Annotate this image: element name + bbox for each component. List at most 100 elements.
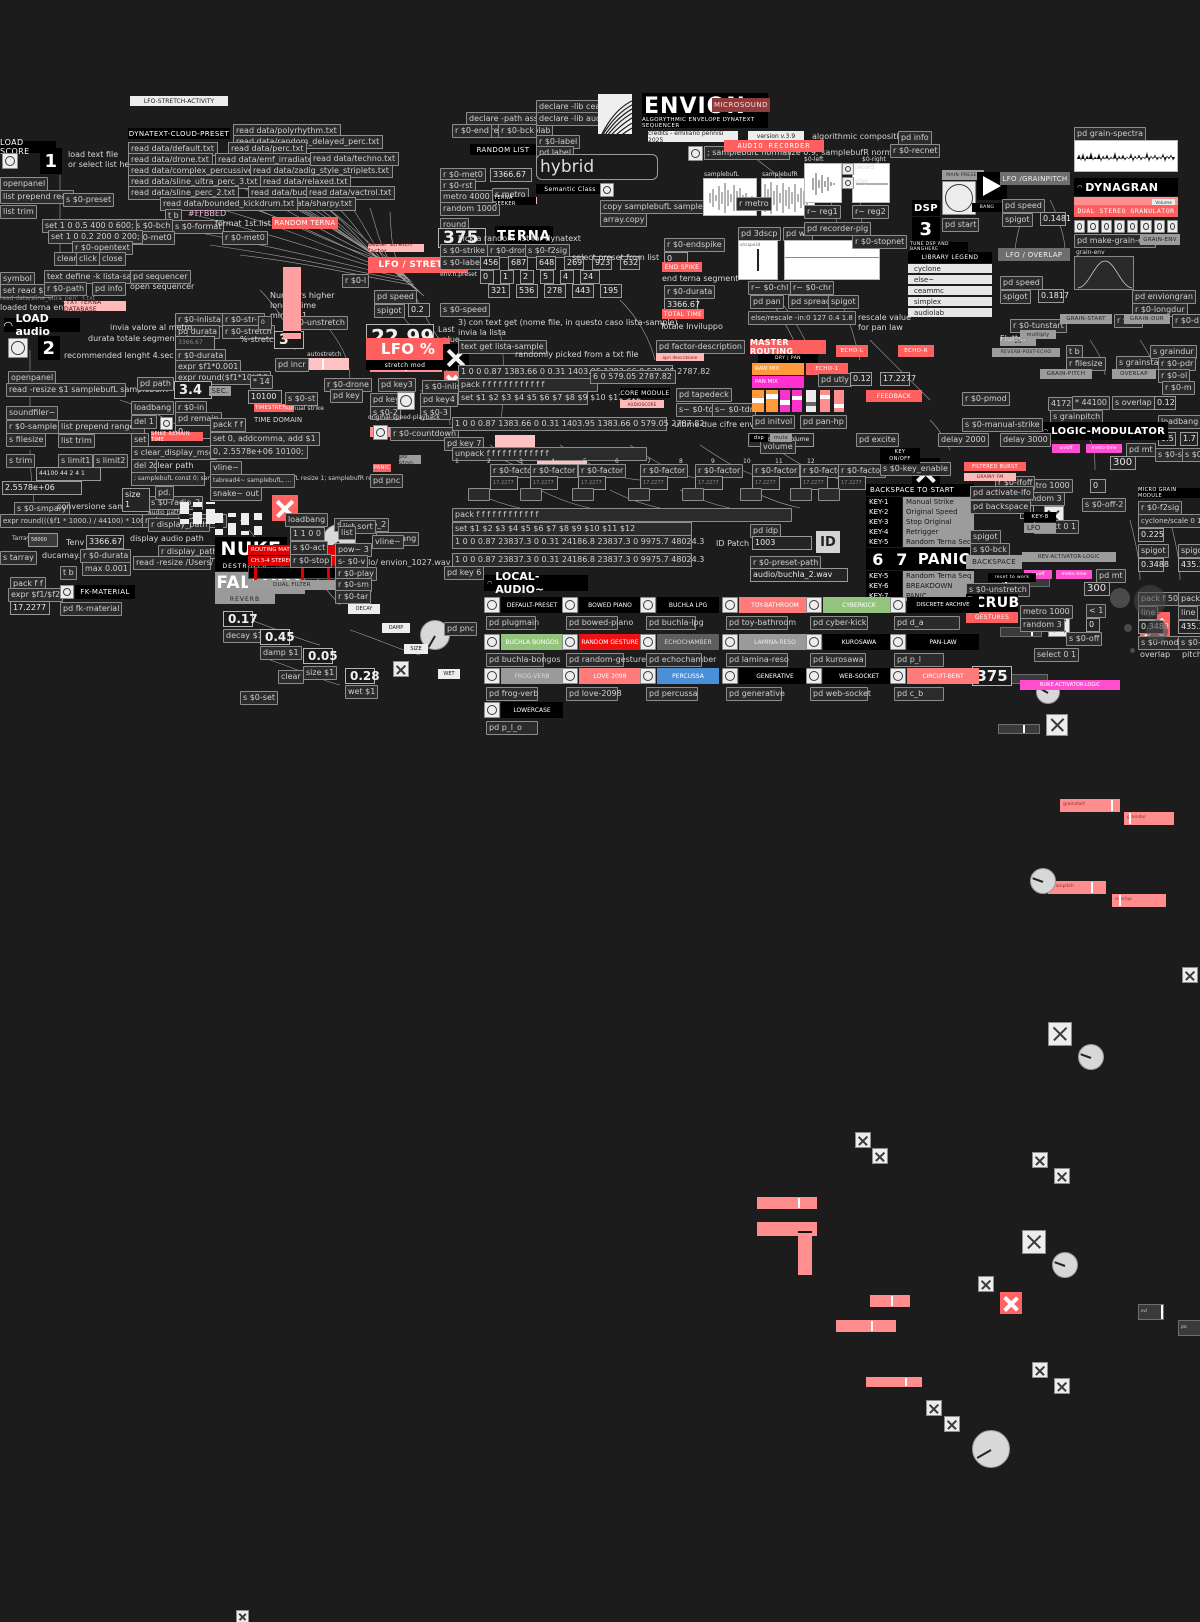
pd-factor-description[interactable]: pd factor-description [656, 340, 745, 354]
val-17[interactable]: 1.7 [1180, 432, 1198, 446]
grain-env-bang[interactable] [1087, 220, 1099, 233]
s-filesize[interactable]: s filesize [6, 433, 47, 447]
grainpitch-slider[interactable]: grainpitch [1048, 881, 1106, 894]
module-bang[interactable] [806, 634, 822, 650]
soundfiler-object[interactable]: soundfiler~ [6, 406, 59, 420]
module-pd[interactable]: pd lamina-reso [726, 653, 789, 667]
set-all-msg[interactable]: set $1 $2 $3 $4 $5 $6 $7 $8 $9 $10 $11 $… [458, 391, 641, 405]
pd-speed-stretch[interactable]: pd speed [374, 290, 417, 304]
preset-value[interactable]: 456 [480, 256, 500, 270]
path-fader-2[interactable] [193, 502, 202, 524]
terna-list-values-2[interactable]: 1 0 0 0.87 1383.66 0 0.31 1403.95 1383.6… [452, 417, 704, 431]
grain-env-bang[interactable] [1140, 220, 1152, 233]
module-bang[interactable] [890, 597, 906, 613]
r-path[interactable]: r $0-path [44, 282, 88, 296]
durata-total-value[interactable]: 3366.67 [175, 336, 215, 350]
preset-value[interactable]: 632 [620, 256, 640, 270]
id-patch-value[interactable]: 1003 [752, 536, 812, 550]
module-bang[interactable] [640, 634, 656, 650]
load-audio-bang[interactable] [8, 338, 28, 358]
small-num[interactable]: 0 [258, 316, 272, 330]
sel-tgl-b2[interactable] [1054, 1378, 1070, 1394]
metro-time-value[interactable]: 300 [1110, 456, 1136, 470]
s-off[interactable]: s $0-off [1066, 632, 1103, 646]
module-pd[interactable]: pd p_l [894, 653, 944, 667]
msg-1100[interactable]: 1 1 0 0 [290, 527, 325, 541]
metro-time-knob[interactable] [1078, 1044, 1104, 1070]
s-p-pitch[interactable]: s $0-p [1178, 636, 1200, 650]
close-button[interactable]: close [99, 252, 126, 266]
r-reg2[interactable]: r~ reg2 [852, 205, 889, 219]
s-0-3[interactable]: s $0-3 [420, 406, 451, 420]
module-pd[interactable]: pd cyber-kick [810, 616, 868, 630]
metro-time-knob-2[interactable] [1052, 1252, 1078, 1278]
s-trim[interactable]: s trim [6, 454, 36, 468]
line-b[interactable]: line [1178, 606, 1199, 620]
wet-value[interactable]: 0.28 [345, 668, 380, 684]
echo-l-slider[interactable] [870, 1295, 910, 1307]
mult-box[interactable] [468, 488, 490, 501]
module-label[interactable]: BUCHLA BONGOS [501, 634, 563, 650]
module-bang[interactable] [806, 668, 822, 684]
pd-enviongran[interactable]: pd enviongran [1132, 290, 1196, 304]
tabread-object[interactable]: tabread4~ samplebufL, ... [210, 474, 295, 488]
pd-pnc[interactable]: pd pnc [370, 474, 404, 488]
delay-2000[interactable]: delay 2000 [938, 433, 989, 447]
env-list-msg[interactable]: 6 0 579.05 2787.82 [590, 370, 676, 384]
damp-value[interactable]: 0.45 [260, 629, 295, 645]
spigot-pan[interactable]: spigot [828, 295, 859, 309]
s-limit2[interactable]: s limit2 [93, 454, 129, 468]
module-bang[interactable] [890, 668, 906, 684]
backspace-button[interactable]: BACKSPACE [966, 555, 1022, 569]
autostretch-slider[interactable] [307, 358, 349, 370]
module-pd[interactable]: pd generative [726, 687, 785, 701]
scrub-knob[interactable] [972, 1430, 1010, 1468]
pack-all-object[interactable]: pack f f f f f f f f f f f f [452, 508, 792, 522]
mult-box[interactable] [520, 488, 542, 501]
s-label[interactable]: s $0-label [440, 256, 486, 270]
r-stopnet[interactable]: r $0-stopnet [852, 235, 908, 249]
mix-fader-2[interactable] [766, 390, 778, 412]
logic-mod-toggle[interactable] [1048, 1022, 1072, 1046]
mix-fader-4[interactable] [792, 390, 802, 412]
r-chr[interactable]: r~ $0-chr [790, 281, 835, 295]
mult-box[interactable] [682, 488, 704, 501]
pd-generic[interactable]: pd. [155, 486, 174, 500]
r-durata-es[interactable]: r $0-durata [664, 285, 716, 299]
s-preset[interactable]: s $0-preset [63, 193, 115, 207]
pd-tapedeck[interactable]: pd tapedeck [676, 388, 732, 402]
factor-value[interactable]: 17.2277 [838, 476, 866, 490]
pd-incr[interactable]: pd incr [275, 358, 309, 372]
r-m[interactable]: r $0-m [1162, 381, 1195, 395]
ptc-slider[interactable]: ptc [1178, 1320, 1200, 1336]
preset-value[interactable]: 923 [592, 256, 612, 270]
set-read-msg[interactable]: set read $1 [0, 284, 53, 298]
pan-toggle-2[interactable] [872, 1148, 888, 1164]
tenv-value[interactable]: 3366.67 [86, 535, 124, 549]
module-pd[interactable]: pd kurosawa [810, 653, 866, 667]
s-0-set[interactable]: s $0-set [240, 691, 279, 705]
module-pd[interactable]: pd random-gesture [566, 653, 646, 667]
metro-time-value-2[interactable]: 300 [1084, 582, 1110, 596]
clear-reverb[interactable]: clear [278, 670, 304, 684]
click-button[interactable]: click [76, 252, 100, 266]
original-speed-bang[interactable] [397, 392, 415, 410]
module-label[interactable]: BUCHLA LPG [657, 597, 719, 613]
pd-info[interactable]: pd info [92, 282, 126, 296]
mix-fader-3[interactable] [780, 390, 790, 412]
zero-c[interactable]: 0 [1086, 618, 1100, 632]
factor-value[interactable]: 17.2277 [695, 476, 723, 490]
scrub-value[interactable]: 375 [972, 666, 1012, 686]
module-pd[interactable]: pd percussa [646, 687, 698, 701]
rescale-object[interactable]: else/rescale -in:0 127 0.4 1.8 [748, 311, 856, 325]
factor-value[interactable]: 17.2277 [530, 476, 558, 490]
path-fader-1[interactable] [180, 502, 189, 524]
delay-toggle-b[interactable] [944, 1416, 960, 1432]
module-bang[interactable] [640, 668, 656, 684]
factor-value[interactable]: 17.2277 [640, 476, 668, 490]
openpanel-audio[interactable]: openpanel [8, 371, 57, 385]
module-label[interactable]: KUROSAWA [823, 634, 895, 650]
val-0225[interactable]: 0.225 [1138, 528, 1164, 542]
metro-1000-b[interactable]: metro 1000 [1020, 605, 1073, 619]
pack-f-list[interactable]: pack f f f f f f f f f f f f [458, 378, 598, 392]
